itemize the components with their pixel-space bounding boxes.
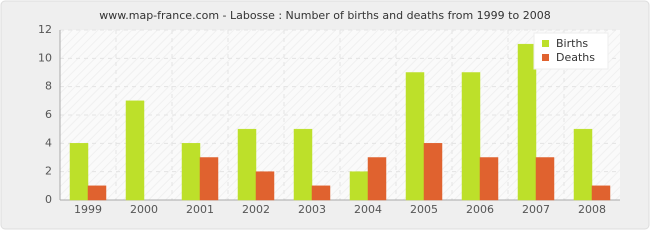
legend-swatch (542, 40, 549, 47)
bar (461, 72, 481, 201)
bar (591, 185, 611, 201)
bar (517, 43, 537, 201)
x-tick-label: 1999 (74, 203, 102, 216)
x-tick-label: 2001 (186, 203, 214, 216)
y-tick-label: 12 (38, 23, 52, 36)
y-tick-label: 4 (45, 136, 52, 149)
bar (535, 157, 555, 201)
x-tick-label: 2000 (130, 203, 158, 216)
x-tick-label: 2006 (466, 203, 494, 216)
chart: www.map-france.com - Labosse : Number of… (0, 0, 650, 230)
y-tick-label: 8 (45, 80, 52, 93)
bar (479, 157, 499, 201)
bar (181, 143, 201, 201)
bar (311, 185, 331, 201)
x-tick-label: 2002 (242, 203, 270, 216)
legend-label: Deaths (556, 51, 595, 64)
bar (199, 157, 219, 201)
bar (367, 157, 387, 201)
x-tick-label: 2005 (410, 203, 438, 216)
x-tick-label: 2008 (578, 203, 606, 216)
bar (349, 171, 369, 201)
y-tick-label: 6 (45, 108, 52, 121)
bar (255, 171, 275, 201)
bar (125, 100, 145, 201)
y-tick-label: 10 (38, 51, 52, 64)
legend-swatch (542, 54, 549, 61)
y-tick-label: 2 (45, 165, 52, 178)
bar (237, 128, 257, 201)
legend-label: Births (556, 37, 588, 50)
x-tick-label: 2004 (354, 203, 382, 216)
x-tick-label: 2007 (522, 203, 550, 216)
y-tick-label: 0 (45, 193, 52, 206)
legend-box (533, 32, 609, 70)
x-tick-label: 2003 (298, 203, 326, 216)
bar (69, 143, 89, 201)
bar (573, 128, 593, 201)
bar (293, 128, 313, 201)
chart-title: www.map-france.com - Labosse : Number of… (99, 9, 550, 22)
bar (87, 185, 107, 201)
bar (423, 143, 443, 201)
bar (405, 72, 425, 201)
